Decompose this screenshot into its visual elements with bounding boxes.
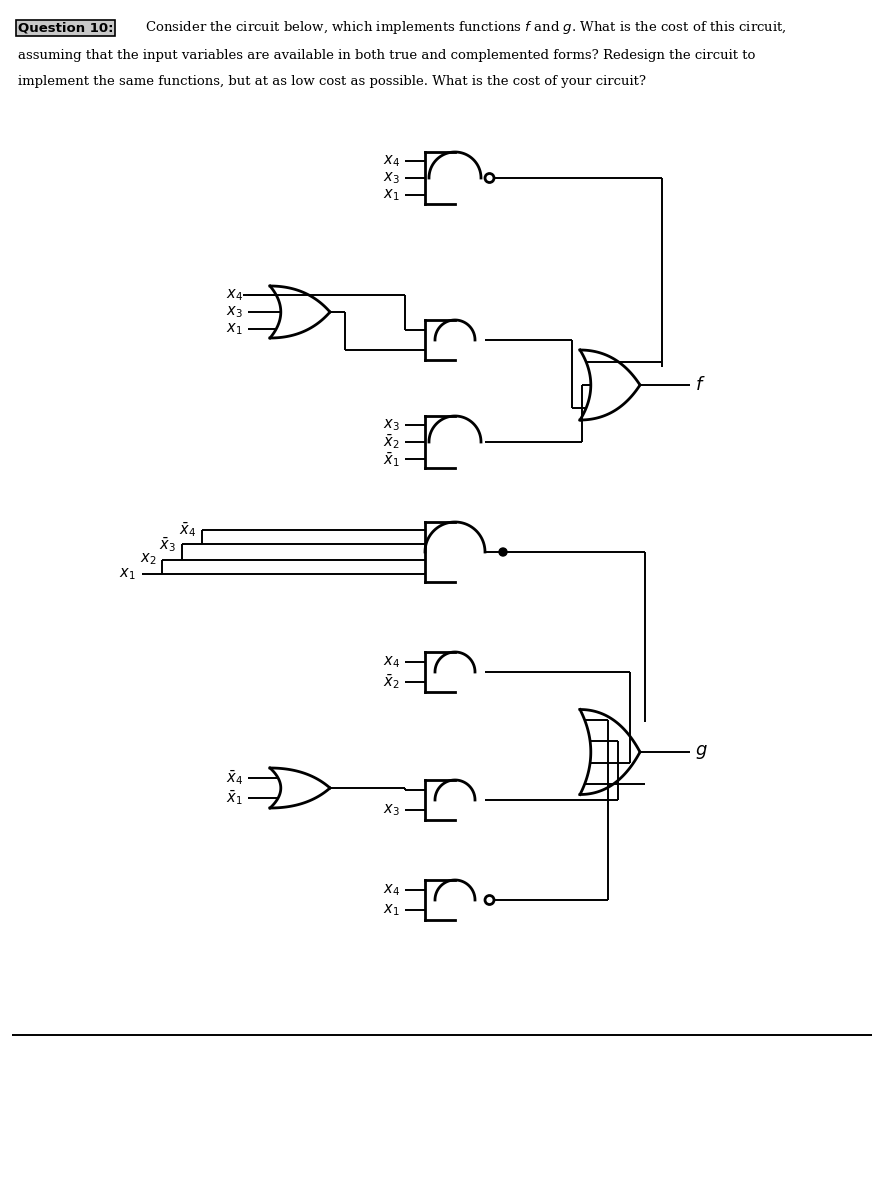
Text: $x_1$: $x_1$	[384, 187, 400, 203]
Text: $x_4$: $x_4$	[383, 152, 400, 168]
Text: $x_4$: $x_4$	[383, 882, 400, 898]
Text: $g$: $g$	[695, 743, 708, 761]
Text: $x_1$: $x_1$	[226, 322, 243, 337]
Text: implement the same functions, but at as low cost as possible. What is the cost o: implement the same functions, but at as …	[18, 76, 646, 89]
Text: assuming that the input variables are available in both true and complemented fo: assuming that the input variables are av…	[18, 48, 755, 61]
Text: $\bar{x}_1$: $\bar{x}_1$	[384, 450, 400, 469]
Text: $x_1$: $x_1$	[119, 566, 136, 582]
Text: $f$: $f$	[695, 376, 705, 394]
Text: $x_3$: $x_3$	[384, 170, 400, 186]
Text: $x_2$: $x_2$	[140, 552, 156, 568]
Text: $x_3$: $x_3$	[226, 304, 243, 320]
Circle shape	[499, 548, 507, 556]
Text: $\bar{x}_3$: $\bar{x}_3$	[159, 535, 176, 554]
Text: Question 10:: Question 10:	[18, 22, 113, 35]
Text: $\bar{x}_1$: $\bar{x}_1$	[226, 788, 243, 808]
Text: $x_1$: $x_1$	[384, 902, 400, 918]
Text: $\bar{x}_4$: $\bar{x}_4$	[226, 769, 243, 787]
Text: Consider the circuit below, which implements functions $f$ and $g$. What is the : Consider the circuit below, which implem…	[145, 19, 787, 36]
Text: $x_3$: $x_3$	[384, 802, 400, 818]
Text: $\bar{x}_2$: $\bar{x}_2$	[384, 433, 400, 451]
Text: $x_4$: $x_4$	[383, 654, 400, 670]
Text: $\bar{x}_4$: $\bar{x}_4$	[179, 520, 196, 539]
Text: $x_4$: $x_4$	[226, 287, 243, 302]
Text: $\bar{x}_2$: $\bar{x}_2$	[384, 673, 400, 691]
Text: $x_3$: $x_3$	[384, 416, 400, 432]
